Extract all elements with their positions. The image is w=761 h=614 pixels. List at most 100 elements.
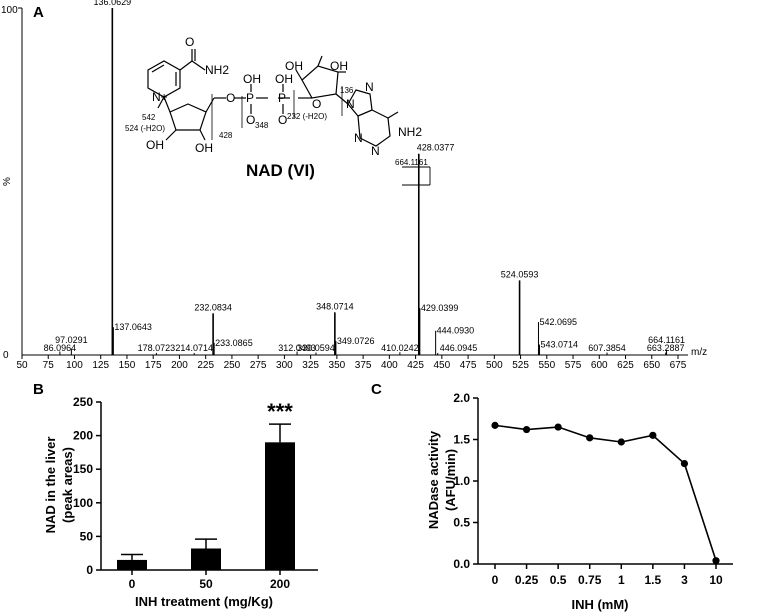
- ribose-ring-2: [301, 65, 339, 99]
- atom-label: NH2: [398, 125, 422, 139]
- nad-structure-labels: O NH2 N+ O P P OH OH O O O OH OH OH OH N…: [125, 35, 428, 180]
- pyrimidine-ring: [357, 109, 391, 147]
- peak-label: 214.0714: [175, 343, 213, 353]
- fragment-label: 232 (-H2O): [287, 112, 327, 121]
- atom-label: O: [185, 35, 194, 49]
- fragment-label: 348: [255, 121, 269, 130]
- y-tick-label: 50: [80, 529, 94, 543]
- panel-letter-c: C: [371, 381, 382, 398]
- peak-label: 349.0726: [337, 336, 375, 346]
- x-tick-label: 10: [709, 573, 723, 587]
- hydroxyl-bond: [295, 69, 303, 81]
- fragment-label: 428: [219, 131, 233, 140]
- peak-label: 444.0930: [437, 326, 475, 336]
- x-tick-label: 1: [618, 573, 625, 587]
- peak-label: 312.0493: [278, 343, 316, 353]
- data-point: [491, 421, 499, 429]
- series-line: [494, 424, 717, 561]
- x-axis-label: INH (mM): [571, 597, 628, 612]
- peak-label: 543.0714: [541, 340, 579, 350]
- y-tick-label: 0.5: [453, 516, 470, 530]
- x-tick-label: 250: [224, 360, 241, 371]
- x-tick-label: 150: [119, 360, 136, 371]
- atom-label: O: [226, 91, 235, 105]
- atom-label: O: [278, 113, 287, 127]
- atom-label: N: [371, 144, 380, 158]
- peak-label: 524.0593: [501, 269, 539, 279]
- atom-label: OH: [275, 72, 293, 86]
- glycosidic-bond: [163, 96, 171, 113]
- bar: [265, 442, 295, 570]
- atom-label: OH: [285, 59, 303, 73]
- peak-label: 348.0714: [316, 301, 354, 311]
- x-tick-label: 0.5: [550, 573, 567, 587]
- hydroxyl-bond: [199, 129, 206, 141]
- atom-label: P: [246, 91, 254, 105]
- x-tick-label: 50: [16, 360, 28, 371]
- atom-label: O: [312, 97, 321, 111]
- peak-label: 137.0643: [114, 322, 152, 332]
- y-tick-label: 250: [73, 395, 93, 409]
- mass-spectrum-panel: A 100 0 % 50 75 100 125 150 175 200 225 250 275 30…: [1, 0, 707, 371]
- atom-label: N: [354, 131, 363, 145]
- y-tick-100: 100: [1, 5, 18, 16]
- atom-label: OH: [146, 138, 164, 152]
- x-tick-label: 200: [270, 577, 290, 591]
- atom-label: N: [365, 80, 374, 94]
- atom-label: N+: [152, 90, 168, 104]
- y-tick-label: 1.5: [453, 433, 470, 447]
- pyridine-double-bond: [151, 64, 165, 73]
- x-tick-label: 125: [92, 360, 109, 371]
- x-tick-label: 400: [381, 360, 398, 371]
- x-tick-label: 275: [250, 360, 267, 371]
- peak-label: 97.0291: [55, 335, 88, 345]
- axes: 0.0 0.5 1.0 1.5 2.0: [453, 391, 733, 571]
- x-ticks: 50 75 100 125 150 175 200 225 250 275 300 325 350 375…: [16, 355, 687, 371]
- x-tick-label: 225: [197, 360, 214, 371]
- data-point: [554, 423, 562, 431]
- nadase-activity-line-chart: C NADase activity (AFU/min) 0.0 0.5 1.0 1.5…: [371, 381, 733, 612]
- y-tick-label: 2.0: [453, 391, 470, 405]
- data-line: 0 0.25 0.5 0.75 1 1.5 3 10: [491, 421, 723, 587]
- x-tick-label: 3: [681, 573, 688, 587]
- peak-label: 410.0242: [381, 343, 419, 353]
- atom-label: NH2: [205, 63, 229, 77]
- y-axis-label-line-1: NADase activity: [426, 430, 441, 529]
- x-tick-label: 625: [617, 360, 634, 371]
- y-tick-0: 0: [3, 350, 9, 361]
- y-axis-label-line-1: NAD in the liver: [43, 437, 58, 534]
- atom-label: O: [246, 113, 255, 127]
- hydroxyl-bond: [165, 129, 177, 141]
- atom-label: OH: [243, 72, 261, 86]
- peak-label: 232.0834: [194, 302, 232, 312]
- x-tick-label: 475: [460, 360, 477, 371]
- ribose-ring-1: [169, 103, 207, 131]
- amine-bond: [191, 60, 206, 71]
- panel-letter-a: A: [33, 4, 44, 21]
- methylene-bond: [205, 97, 215, 113]
- x-tick-label: 575: [565, 360, 582, 371]
- amine-bond: [387, 111, 399, 119]
- x-tick-label: 450: [433, 360, 450, 371]
- y-tick-label: 200: [73, 429, 93, 443]
- peak-label: 664.1161: [648, 335, 685, 345]
- atom-label: P: [278, 91, 286, 105]
- peak-label: 663.2887: [647, 343, 685, 353]
- x-tick-label: 0: [492, 573, 499, 587]
- structure-title: NAD (VI): [246, 161, 315, 180]
- amide-bond: [179, 60, 193, 71]
- significance-annotation: ***: [267, 399, 293, 424]
- x-axis-label: INH treatment (mg/Kg): [135, 594, 273, 609]
- y-tick-label: 0.0: [453, 557, 470, 571]
- x-tick-label: 300: [276, 360, 293, 371]
- x-axis-label: m/z: [691, 347, 707, 358]
- pyridine-ring: [147, 60, 181, 98]
- atom-label: OH: [195, 141, 213, 155]
- x-tick-label: 100: [66, 360, 83, 371]
- peak-label: 330.0594: [297, 343, 335, 353]
- nad-structure-diagram: [147, 49, 431, 186]
- y-tick-label: 150: [73, 462, 93, 476]
- fragment-cut-line: [157, 96, 165, 109]
